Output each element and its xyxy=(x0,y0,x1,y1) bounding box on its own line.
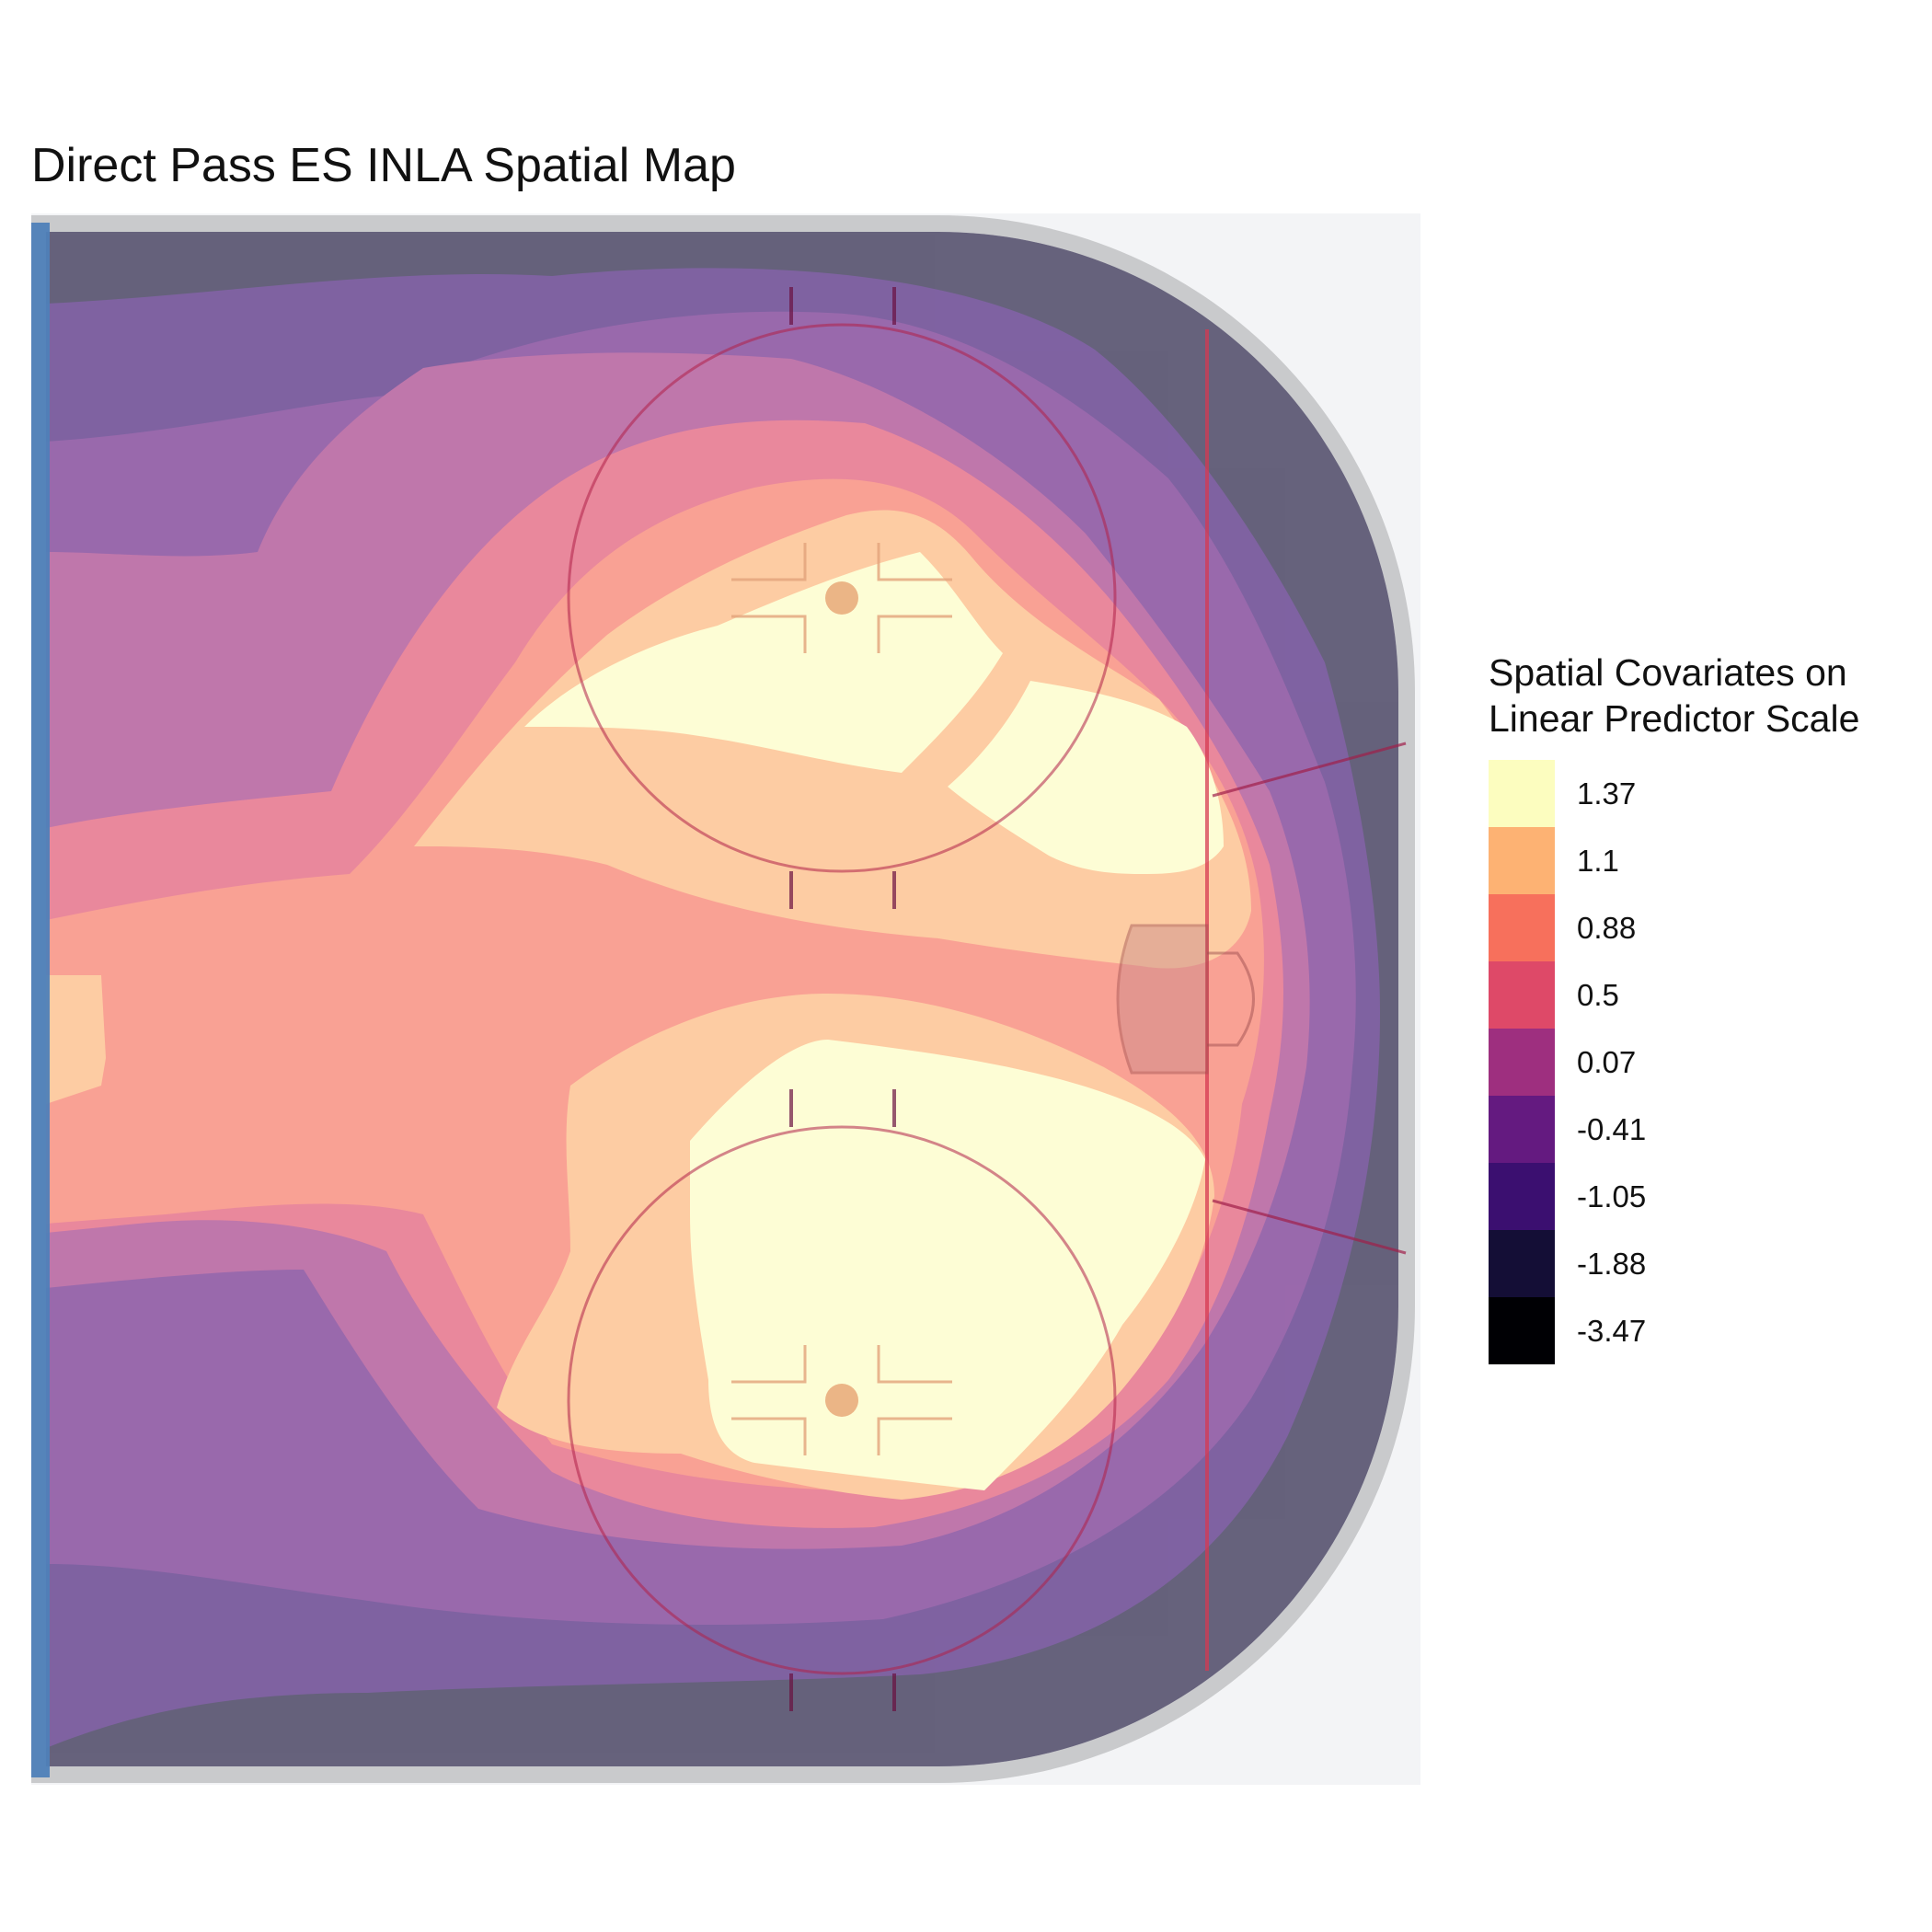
legend-item: 1.1 xyxy=(1489,827,1859,894)
legend-label: -1.05 xyxy=(1577,1179,1647,1213)
legend-label: 0.07 xyxy=(1577,1044,1637,1079)
chart-title: Direct Pass ES INLA Spatial Map xyxy=(31,139,736,192)
legend-swatch xyxy=(1489,827,1555,894)
legend-item: 0.88 xyxy=(1489,894,1859,961)
heatmap-contour-band xyxy=(46,975,106,1104)
legend-label: -0.41 xyxy=(1577,1111,1647,1146)
legend-item: 0.5 xyxy=(1489,961,1859,1029)
legend-label: 1.1 xyxy=(1577,843,1619,878)
legend-label: 0.5 xyxy=(1577,977,1619,1012)
legend-label: 1.37 xyxy=(1577,776,1637,811)
goal-net xyxy=(1207,951,1255,1047)
heatmap-contour-band xyxy=(524,552,1003,773)
legend-keys: 1.37 1.1 0.88 0.5 0.07 -0.41 -1.05 -1.88 -3.47 xyxy=(1489,760,1859,1364)
legend-swatch xyxy=(1489,760,1555,827)
legend-swatch xyxy=(1489,961,1555,1029)
legend-item: -1.88 xyxy=(1489,1230,1859,1297)
faceoff-circle-top xyxy=(567,323,1117,873)
legend-swatch xyxy=(1489,1163,1555,1230)
trapezoid-line-top xyxy=(1212,742,1407,798)
faceoff-circle-bottom xyxy=(567,1125,1117,1675)
legend-swatch xyxy=(1489,1230,1555,1297)
blue-line xyxy=(31,223,50,1777)
legend-item: 0.07 xyxy=(1489,1029,1859,1096)
heatmap-surface xyxy=(46,232,1398,1766)
legend-swatch xyxy=(1489,1297,1555,1364)
legend-swatch xyxy=(1489,1096,1555,1163)
legend-title-line-1: Spatial Covariates on xyxy=(1489,651,1847,694)
legend-item: -0.41 xyxy=(1489,1096,1859,1163)
faceoff-dot-bottom xyxy=(825,1384,858,1417)
faceoff-dot-top xyxy=(825,581,858,615)
legend-item: -1.05 xyxy=(1489,1163,1859,1230)
legend: Spatial Covariates on Linear Predictor S… xyxy=(1489,650,1859,1364)
legend-label: -1.88 xyxy=(1577,1246,1647,1281)
goal-crease xyxy=(1116,924,1209,1075)
heatmap-contour-band xyxy=(690,1040,1205,1490)
trapezoid-line-bottom xyxy=(1212,1199,1407,1255)
heatmap-contour-band xyxy=(948,681,1224,874)
legend-swatch xyxy=(1489,894,1555,961)
legend-swatch xyxy=(1489,1029,1555,1096)
legend-item: 1.37 xyxy=(1489,760,1859,827)
legend-label: -3.47 xyxy=(1577,1313,1647,1348)
legend-item: -3.47 xyxy=(1489,1297,1859,1364)
rink-markings xyxy=(567,287,1407,1711)
legend-title-line-2: Linear Predictor Scale xyxy=(1489,697,1860,740)
legend-label: 0.88 xyxy=(1577,910,1637,945)
legend-title: Spatial Covariates on Linear Predictor S… xyxy=(1489,650,1859,742)
